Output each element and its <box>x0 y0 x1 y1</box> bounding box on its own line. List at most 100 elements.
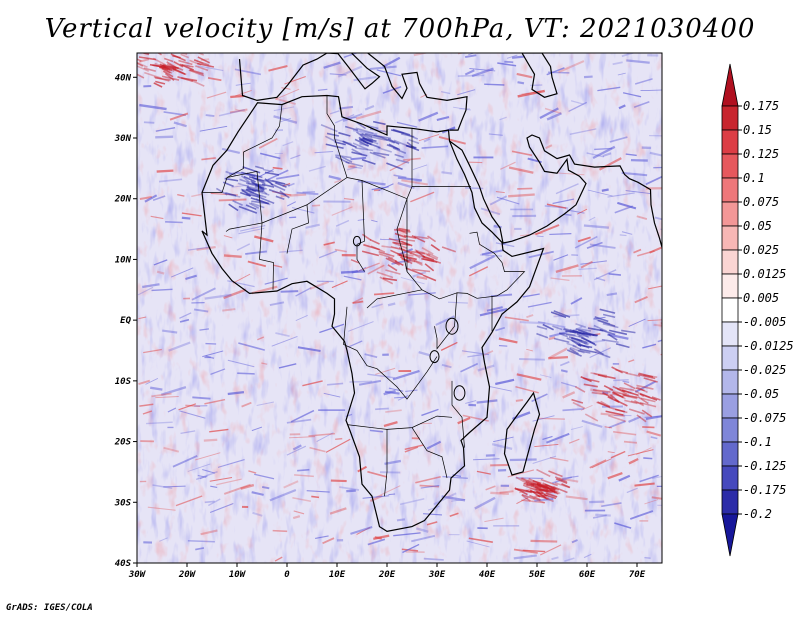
field-streak <box>328 175 341 181</box>
field-streak <box>580 405 593 411</box>
field-streak <box>200 529 218 536</box>
field-streak <box>239 225 266 232</box>
field-feature <box>521 494 531 502</box>
country-border <box>356 180 365 272</box>
field-streak <box>227 390 245 396</box>
field-streak <box>348 340 363 348</box>
field-streak <box>521 499 546 504</box>
colorbar-label: -0.025 <box>743 363 786 377</box>
field-feature <box>172 68 186 75</box>
field-feature <box>621 389 639 397</box>
field-streak <box>544 107 562 115</box>
field-streak <box>357 465 367 473</box>
field-streak <box>261 485 270 490</box>
colorbar-segment <box>721 369 739 395</box>
lake-outline <box>445 317 459 335</box>
field-streak <box>373 292 395 296</box>
field-streak <box>618 474 631 482</box>
field-streak <box>549 457 569 462</box>
field-streak <box>210 485 218 488</box>
field-streak <box>396 121 418 128</box>
field-streak <box>275 88 300 100</box>
field-streak <box>610 450 626 459</box>
field-streak <box>526 314 534 319</box>
field-streak <box>626 487 638 494</box>
field-streak <box>515 399 523 402</box>
field-feature <box>592 388 611 393</box>
field-feature <box>441 246 457 253</box>
field-streak <box>272 166 283 170</box>
field-streak <box>286 418 312 424</box>
field-streak <box>290 409 315 423</box>
field-streak <box>327 382 344 386</box>
field-streak <box>418 134 440 142</box>
field-streak <box>291 206 315 214</box>
field-feature <box>128 64 137 70</box>
field-feature <box>621 329 636 334</box>
field-streak <box>331 280 348 289</box>
field-feature <box>264 178 274 186</box>
field-streak <box>619 234 627 237</box>
field-streak <box>139 403 154 407</box>
field-feature <box>643 377 658 383</box>
field-streak <box>435 315 455 326</box>
field-streak <box>531 393 548 403</box>
field-streak <box>483 350 494 356</box>
country-border <box>243 104 283 153</box>
field-feature <box>270 183 286 192</box>
field-streak <box>334 114 355 124</box>
field-streak <box>588 216 596 222</box>
field-feature <box>193 58 204 65</box>
lat-tick-label: EQ <box>120 316 131 326</box>
field-streak <box>536 235 544 238</box>
field-feature <box>634 399 645 407</box>
field-feature <box>554 476 568 483</box>
field-streak <box>364 353 378 359</box>
field-streak <box>223 483 251 495</box>
field-streak <box>577 236 591 243</box>
colorbar-segment <box>721 177 739 203</box>
field-streak <box>142 410 153 415</box>
field-streak <box>539 107 559 120</box>
colorbar-segment <box>721 417 739 443</box>
field-streak <box>569 128 597 135</box>
field-streak <box>357 179 386 186</box>
field-streak <box>412 164 428 171</box>
field-streak <box>245 250 267 255</box>
field-streak <box>388 493 396 496</box>
field-streak <box>160 386 187 396</box>
field-streak <box>286 201 297 207</box>
field-streak <box>204 293 232 300</box>
field-feature <box>609 388 627 397</box>
lon-tick-label: 20E <box>378 570 396 580</box>
field-streak <box>564 557 575 563</box>
field-feature <box>385 269 401 275</box>
field-feature <box>602 392 614 400</box>
field-streak <box>532 415 555 422</box>
country-border <box>384 429 388 497</box>
field-streak <box>222 308 236 312</box>
field-streak <box>139 58 150 63</box>
field-streak <box>415 476 441 484</box>
field-feature <box>246 186 257 193</box>
field-streak <box>661 89 662 93</box>
field-feature <box>555 478 568 485</box>
field-streak <box>268 65 288 72</box>
field-streak <box>322 537 335 545</box>
field-feature <box>576 328 592 332</box>
field-feature <box>613 391 629 396</box>
field-feature <box>612 391 624 399</box>
field-feature <box>543 493 557 500</box>
field-streak <box>331 206 353 216</box>
field-feature <box>162 64 179 69</box>
field-streak <box>273 106 295 112</box>
field-feature <box>263 168 274 173</box>
field-feature <box>599 308 616 314</box>
field-feature <box>178 53 188 56</box>
field-feature <box>608 329 628 336</box>
field-feature <box>189 69 204 75</box>
field-streak <box>169 112 189 121</box>
field-streak <box>170 267 194 278</box>
field-streak <box>150 386 163 391</box>
field-streak <box>546 67 565 76</box>
